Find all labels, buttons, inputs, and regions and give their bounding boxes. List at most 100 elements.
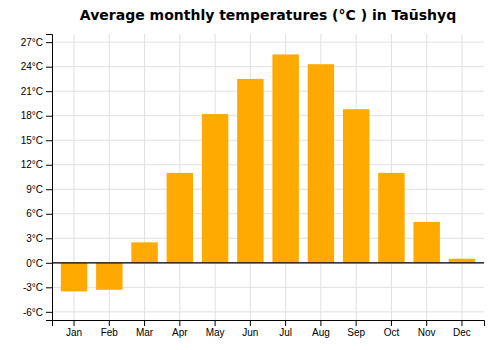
bar [167,173,193,263]
y-tick-label: 15°C [21,135,43,146]
grid-line [52,262,484,263]
x-tick-label: Apr [172,327,188,338]
y-tick: 0°C [26,258,52,269]
y-tick-mark [46,42,52,43]
y-tick-mark [46,238,52,239]
y-tick-label: 27°C [21,37,43,48]
y-tick-label: 21°C [21,86,43,97]
zero-line [52,262,484,263]
x-tick: Jul [279,320,292,338]
grid [52,34,484,320]
x-tick: Sep [347,320,365,338]
bar [202,114,228,263]
grid-line [461,34,462,320]
y-tick: 21°C [21,86,52,97]
y-tick: 9°C [26,184,52,195]
bar [131,242,157,262]
x-tick-label: Feb [101,327,119,338]
y-tick-mark [46,140,52,141]
x-tick-mark [391,320,392,326]
x-tick-label: Mar [136,327,154,338]
x-tick: Nov [418,320,436,338]
y-tick: 18°C [21,110,52,121]
y-tick: 27°C [21,37,52,48]
y-axis: -6°C -3°C 0°C 3°C 6°C 9°C 12°C 15°C 18°C 21°C 24°C… [21,35,53,321]
x-tick: Apr [172,320,188,338]
bar [449,259,475,263]
x-tick-label: Aug [312,327,330,338]
x-tick-label: Jan [66,327,82,338]
title: Average monthly temperatures (°C ) in Ta… [80,7,456,23]
bar [272,54,298,262]
x-tick: Jan [66,320,82,338]
x-axis: Jan Feb Mar Apr May Jun Jul Aug Sep Oct Nov Dec [53,320,485,338]
x-tick-mark [285,320,286,326]
x-tick-mark [215,320,216,326]
x-tick: Aug [312,320,330,338]
y-tick-label: 24°C [21,61,43,72]
chart: -6°C -3°C 0°C 3°C 6°C 9°C 12°C 15°C 18°C 21°C 24°C… [0,0,500,350]
x-tick-label: May [206,327,225,338]
grid-line [52,66,484,67]
grid-line [52,140,484,141]
y-tick-label: 9°C [26,184,43,195]
x-tick: Jun [242,320,258,338]
y-tick-label: 12°C [21,159,43,170]
y-axis-line [46,35,53,321]
bar [378,173,404,263]
y-tick-mark [46,116,52,117]
y-tick-mark [46,91,52,92]
bar [308,64,334,263]
y-tick-mark [46,263,52,264]
y-tick: 12°C [21,159,52,170]
bar [237,79,263,263]
bar [61,263,87,292]
x-tick-mark [74,320,75,326]
y-tick-label: 3°C [26,233,43,244]
grid-line [52,213,484,214]
grid-line [426,34,427,320]
grid-line [52,311,484,312]
x-tick: Oct [384,320,400,338]
bar [343,109,369,263]
x-tick-label: Jun [242,327,258,338]
y-tick: 3°C [26,233,52,244]
grid-line [52,91,484,92]
y-tick: 6°C [26,208,52,219]
y-tick-mark [46,312,52,313]
x-tick: Dec [453,320,471,338]
grid-line [52,42,484,43]
bar [413,222,439,263]
x-axis-line [53,321,485,327]
bar [96,263,122,290]
y-tick: -3°C [23,282,52,293]
x-tick-label: Jul [279,327,292,338]
plot: -6°C -3°C 0°C 3°C 6°C 9°C 12°C 15°C 18°C 21°C 24°C… [21,34,485,338]
y-tick-label: 6°C [26,208,43,219]
x-tick-mark [144,320,145,326]
x-tick: May [206,320,225,338]
y-tick-mark [46,67,52,68]
bars [61,54,475,291]
y-tick-mark [46,214,52,215]
y-tick-label: -3°C [23,282,43,293]
x-tick-mark [109,320,110,326]
x-tick-mark [461,320,462,326]
x-tick-label: Nov [418,327,436,338]
x-tick-label: Oct [384,327,400,338]
y-tick-mark [46,165,52,166]
x-tick-label: Dec [453,327,471,338]
x-tick-mark [179,320,180,326]
x-tick-label: Sep [347,327,365,338]
y-tick-mark [46,189,52,190]
y-tick: 24°C [21,61,52,72]
y-tick: -6°C [23,307,52,318]
y-tick-label: -6°C [23,307,43,318]
x-tick-mark [356,320,357,326]
y-tick-label: 0°C [26,258,43,269]
grid-line [52,164,484,165]
x-tick-mark [320,320,321,326]
x-tick-mark [426,320,427,326]
x-tick: Feb [101,320,119,338]
y-tick: 15°C [21,135,52,146]
